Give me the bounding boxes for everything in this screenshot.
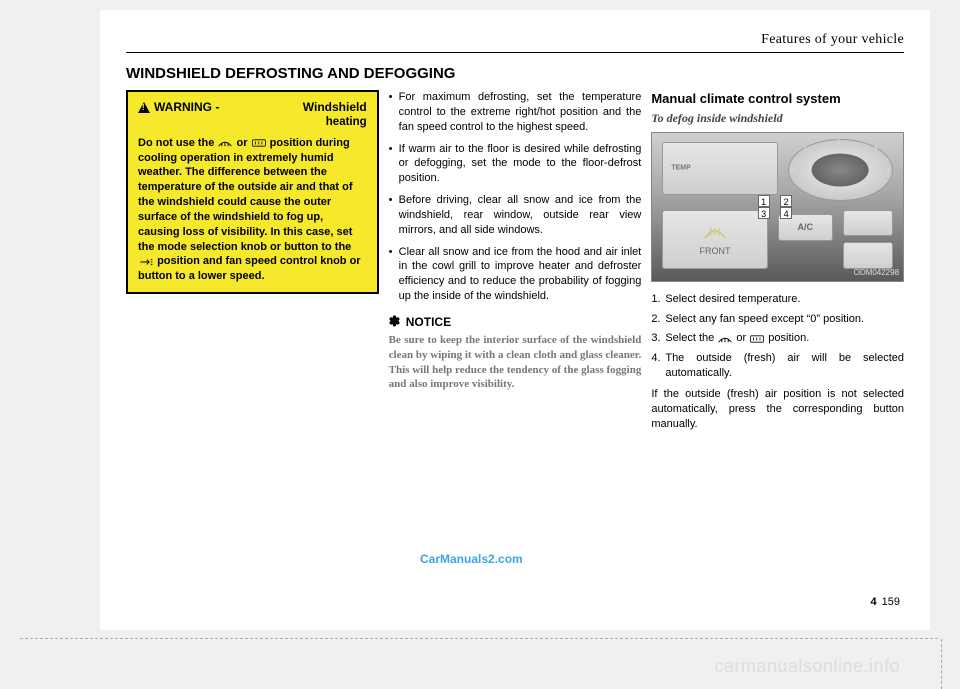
defrost-floor-icon — [217, 138, 233, 148]
diagram-code: ODM042298 — [854, 268, 899, 279]
bullet-item: If warm air to the floor is desired whil… — [389, 142, 642, 187]
watermark: CarManuals2.com — [420, 552, 523, 566]
dial-num-2: 2 — [836, 138, 840, 147]
diagram-label-3: 3 — [758, 207, 770, 219]
step3-or: or — [736, 332, 749, 344]
notice-heading: ✽ NOTICE — [389, 312, 642, 331]
bullet-item: Clear all snow and ice from the hood and… — [389, 245, 642, 304]
manual-page: Features of your vehicle WINDSHIELD DEFR… — [100, 10, 930, 630]
step-item: The outside (fresh) air will be selected… — [651, 351, 904, 381]
fan-dial: 0 1 2 3 4 — [788, 139, 893, 201]
diagram-label-2: 2 — [780, 195, 792, 207]
front-defrost-icon: FRONT — [700, 222, 731, 257]
dial-num-1: 1 — [803, 144, 807, 153]
chapter-title: Features of your vehicle — [100, 10, 930, 52]
warning-box: WARNING - Windshield heating Do not use … — [126, 90, 379, 294]
warning-header: WARNING - Windshield — [138, 99, 367, 115]
bottom-dashed-line — [20, 638, 938, 639]
warning-label: WARNING - — [154, 99, 219, 115]
recirc-button — [843, 210, 893, 237]
warning-text-2: or — [237, 137, 251, 149]
header-rule — [126, 52, 904, 53]
climate-diagram: TEMP 0 1 2 3 4 FRONT A/C — [651, 132, 904, 282]
warning-subtitle-2: heating — [138, 115, 367, 131]
section-number: 4 — [870, 596, 876, 608]
step-item: Select the or position. — [651, 331, 904, 346]
temp-panel: TEMP — [662, 142, 777, 195]
defrost-floor-icon — [717, 334, 733, 344]
step-item: Select desired temperature. — [651, 292, 904, 307]
followup-text: If the outside (fresh) air position is n… — [651, 387, 904, 432]
bullet-item: For maximum defrosting, set the temperat… — [389, 90, 642, 135]
warning-text-1: Do not use the — [138, 137, 217, 149]
ac-label: A/C — [797, 221, 813, 233]
warning-text-4: position and fan speed control knob or b… — [138, 255, 361, 282]
bullet-item: Before driving, clear all snow and ice f… — [389, 193, 642, 238]
steps-list: Select desired temperature. Select any f… — [651, 292, 904, 381]
notice-star-icon: ✽ — [389, 313, 401, 329]
column-3: Manual climate control system To defog i… — [651, 90, 904, 431]
front-label: FRONT — [700, 245, 731, 257]
step-item: Select any fan speed except “0” position… — [651, 312, 904, 327]
page-number: 4 159 — [870, 596, 900, 608]
step3-text: Select the — [665, 332, 717, 344]
column-2: For maximum defrosting, set the temperat… — [389, 90, 642, 431]
warning-subtitle-1: Windshield — [303, 99, 367, 115]
warning-triangle-icon — [138, 102, 150, 113]
warning-text-3: position during cooling operation in ext… — [138, 137, 353, 253]
dial-num-0: 0 — [791, 167, 795, 176]
diagram-label-4: 4 — [780, 207, 792, 219]
dial-num-4: 4 — [886, 167, 890, 176]
temp-label: TEMP — [671, 164, 690, 173]
side-dashed-line — [941, 639, 942, 689]
fresh-air-button — [843, 242, 893, 269]
step3-end: position. — [768, 332, 809, 344]
page-title: WINDSHIELD DEFROSTING AND DEFOGGING — [100, 59, 930, 90]
face-mode-icon — [138, 257, 154, 267]
content-columns: WARNING - Windshield heating Do not use … — [100, 90, 930, 431]
column-1: WARNING - Windshield heating Do not use … — [126, 90, 379, 431]
dial-num-3: 3 — [874, 144, 878, 153]
dial-knob — [812, 153, 869, 186]
page-number-value: 159 — [882, 596, 900, 608]
col3-heading: Manual climate control system — [651, 90, 904, 108]
notice-body: Be sure to keep the interior surface of … — [389, 333, 642, 392]
site-watermark: carmanualsonline.info — [714, 656, 900, 677]
warning-body: Do not use the or position during coolin… — [138, 136, 367, 284]
diagram-label-1: 1 — [758, 195, 770, 207]
notice-label: NOTICE — [406, 315, 451, 329]
col3-subheading: To defog inside windshield — [651, 110, 904, 126]
defrost-icon — [749, 334, 765, 344]
front-defrost-button: FRONT — [662, 210, 767, 269]
defrost-icon — [251, 138, 267, 148]
bullet-list: For maximum defrosting, set the temperat… — [389, 90, 642, 304]
